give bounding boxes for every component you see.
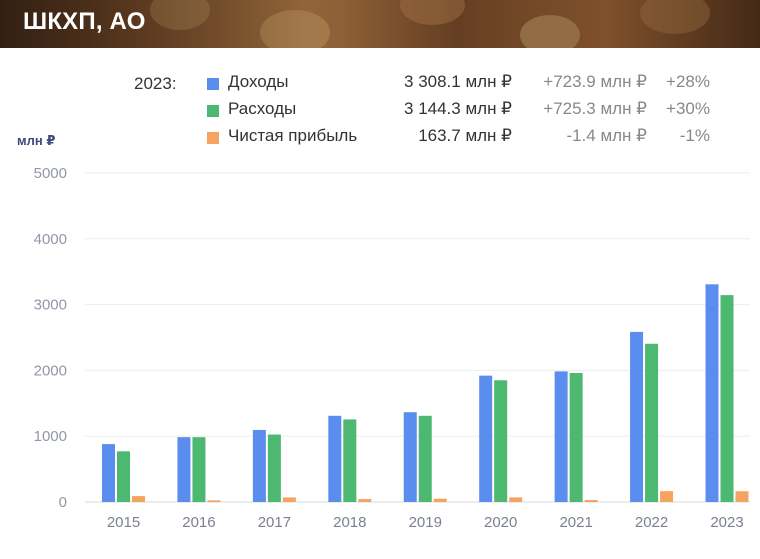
x-tick-label: 2016 bbox=[182, 514, 215, 531]
bar-expenses-2015[interactable] bbox=[117, 451, 130, 502]
y-tick-label: 5000 bbox=[34, 165, 67, 182]
bar-income-2017[interactable] bbox=[252, 429, 266, 502]
x-tick-label: 2015 bbox=[107, 514, 140, 531]
bar-expenses-2018[interactable] bbox=[343, 419, 357, 502]
legend-row-net-profit[interactable]: Чистая прибыль 163.7 млн ₽ -1.4 млн ₽ -1… bbox=[0, 124, 760, 150]
legend-percent: +28% bbox=[666, 72, 710, 91]
bar-income-2018[interactable] bbox=[328, 415, 342, 502]
x-tick-label: 2022 bbox=[635, 514, 668, 531]
bar-net-profit-2017[interactable] bbox=[282, 497, 296, 502]
legend-value: 3 144.3 млн ₽ bbox=[404, 99, 512, 118]
x-tick-label: 2019 bbox=[409, 514, 442, 531]
y-tick-label: 2000 bbox=[34, 362, 67, 379]
bar-expenses-2023[interactable] bbox=[720, 295, 734, 502]
legend-year: 2023: bbox=[134, 74, 177, 93]
header-banner: ШКХП, АО bbox=[0, 0, 760, 48]
bar-expenses-2020[interactable] bbox=[494, 380, 508, 502]
bar-net-profit-2018[interactable] bbox=[358, 499, 372, 502]
x-axis-ticks: 2015 2016 2017 2018 2019 2020 2021 2022 2023 bbox=[107, 514, 744, 531]
legend-label: Расходы bbox=[228, 99, 297, 118]
legend-row-expenses[interactable]: Расходы 3 144.3 млн ₽ +725.3 млн ₽ +30% bbox=[0, 97, 760, 123]
x-tick-label: 2023 bbox=[710, 514, 743, 531]
bar-net-profit-2020[interactable] bbox=[509, 497, 523, 502]
bar-net-profit-2015[interactable] bbox=[132, 496, 145, 502]
bar-income-2019[interactable] bbox=[403, 412, 417, 502]
y-tick-label: 3000 bbox=[34, 297, 67, 314]
x-tick-label: 2021 bbox=[559, 514, 592, 531]
y-tick-label: 0 bbox=[59, 494, 67, 511]
legend-label: Чистая прибыль bbox=[228, 126, 358, 145]
y-axis-unit: млн ₽ bbox=[17, 133, 56, 148]
bar-income-2023[interactable] bbox=[705, 284, 719, 502]
y-tick-label: 4000 bbox=[34, 231, 67, 248]
y-axis-ticks: 0 1000 2000 3000 4000 5000 bbox=[34, 165, 67, 511]
bar-expenses-2019[interactable] bbox=[418, 415, 432, 502]
legend-delta: +723.9 млн ₽ bbox=[543, 72, 647, 91]
bar-income-2016[interactable] bbox=[177, 437, 191, 502]
bar-income-2022[interactable] bbox=[630, 331, 644, 502]
bar-net-profit-2023[interactable] bbox=[735, 491, 749, 502]
legend-swatch-net-profit bbox=[207, 132, 219, 144]
bar-income-2021[interactable] bbox=[554, 371, 568, 502]
legend-percent: +30% bbox=[666, 99, 710, 118]
legend-swatch-expenses bbox=[207, 105, 219, 117]
legend-value: 3 308.1 млн ₽ bbox=[404, 72, 512, 91]
bar-net-profit-2019[interactable] bbox=[433, 498, 447, 502]
legend-value: 163.7 млн ₽ bbox=[418, 126, 512, 145]
bar-expenses-2021[interactable] bbox=[569, 373, 583, 502]
y-tick-label: 1000 bbox=[34, 428, 67, 445]
company-title: ШКХП, АО bbox=[23, 8, 146, 35]
bar-expenses-2016[interactable] bbox=[192, 437, 206, 502]
bar-net-profit-2016[interactable] bbox=[207, 500, 221, 502]
bars bbox=[102, 284, 749, 502]
legend-swatch-income bbox=[207, 78, 219, 90]
x-tick-label: 2020 bbox=[484, 514, 517, 531]
x-tick-label: 2017 bbox=[258, 514, 291, 531]
bar-income-2020[interactable] bbox=[479, 375, 493, 502]
bar-income-2015[interactable] bbox=[102, 444, 115, 502]
x-tick-label: 2018 bbox=[333, 514, 366, 531]
bar-expenses-2017[interactable] bbox=[267, 434, 281, 502]
legend-delta: -1.4 млн ₽ bbox=[566, 126, 647, 145]
bar-net-profit-2021[interactable] bbox=[584, 500, 598, 502]
legend-percent: -1% bbox=[679, 126, 710, 145]
legend-label: Доходы bbox=[228, 72, 289, 91]
bar-expenses-2022[interactable] bbox=[645, 343, 659, 502]
bar-net-profit-2022[interactable] bbox=[660, 491, 674, 502]
legend-row-income[interactable]: Доходы 3 308.1 млн ₽ +723.9 млн ₽ +28% bbox=[0, 70, 760, 96]
legend-delta: +725.3 млн ₽ bbox=[543, 99, 647, 118]
legend: 2023: Доходы 3 308.1 млн ₽ +723.9 млн ₽ … bbox=[0, 70, 760, 150]
